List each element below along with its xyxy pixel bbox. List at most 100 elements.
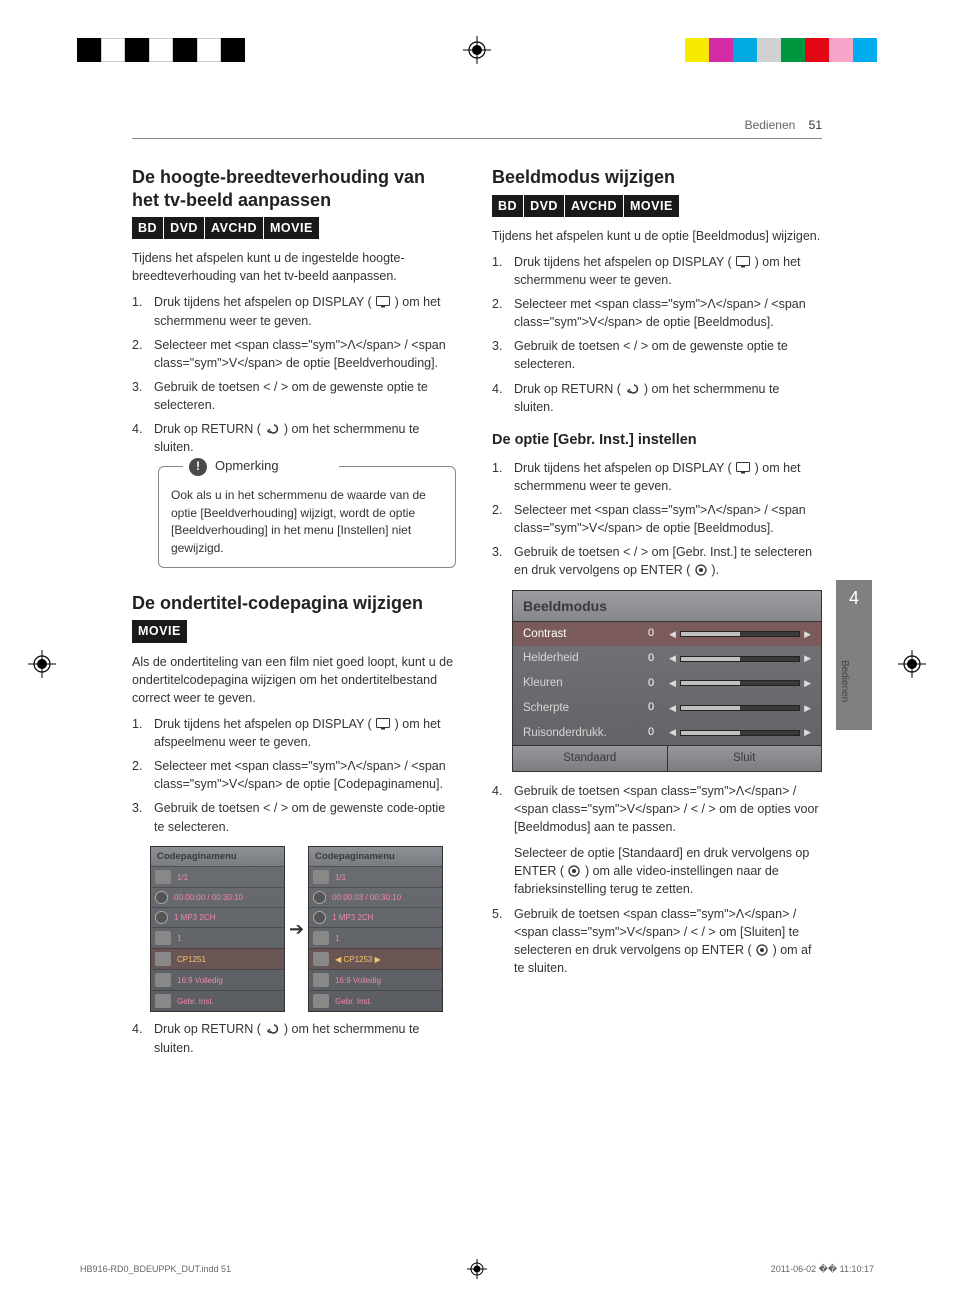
step-item: Druk op RETURN ( ) om het schermmenu te …: [132, 420, 456, 456]
step-item: Gebruik de toetsen < / > om de gewenste …: [492, 337, 822, 373]
step-item: Druk tijdens het afspelen op DISPLAY ( )…: [492, 459, 822, 495]
right-steps-1: Druk tijdens het afspelen op DISPLAY ( )…: [492, 253, 822, 416]
cp-row: 1/1: [309, 866, 442, 887]
format-badge: AVCHD: [205, 217, 263, 239]
cp-row: Gebr. Inst.: [309, 990, 442, 1011]
right-step-4-text: Gebruik de toetsen <span class="sym">Λ</…: [514, 784, 819, 834]
header-section: Bedienen: [745, 118, 796, 132]
step-item: Druk tijdens het afspelen op DISPLAY ( )…: [492, 253, 822, 289]
right-steps-3: Gebruik de toetsen <span class="sym">Λ</…: [492, 782, 822, 977]
cp-row: 1 MP3 2CH: [309, 907, 442, 927]
badges-right-1: BDDVDAVCHDMOVIE: [492, 195, 822, 217]
cp-row: 1 MP3 2CH: [151, 907, 284, 927]
left-steps-1: Druk tijdens het afspelen op DISPLAY ( )…: [132, 293, 456, 456]
side-tab-label: Bedienen: [839, 660, 850, 702]
slider-bar: [680, 730, 800, 736]
beeldmodus-panel: Beeldmodus Contrast 0 ◀ ▶ Helderheid 0 ◀…: [512, 590, 822, 772]
registration-mark-top: [463, 36, 491, 64]
cp-row: 00:00:03 / 00:30:10: [309, 887, 442, 907]
cp-row: 16:9 Volledig: [309, 969, 442, 990]
bp-row: Scherpte 0 ◀ ▶: [513, 696, 821, 721]
step-item: Selecteer met <span class="sym">Λ</span>…: [132, 336, 456, 372]
footer-file: HB916-RD0_BDEUPPK_DUT.indd 51: [80, 1264, 231, 1275]
codepage-panel-b: Codepaginamenu 1/100:00:03 / 00:30:101 M…: [308, 846, 443, 1013]
bp-value: 0: [641, 651, 661, 667]
bp-footer-button: Sluit: [668, 746, 822, 771]
arrow-icon: ➔: [289, 916, 304, 942]
note-body: Ook als u in het schermmenu de waarde va…: [171, 487, 443, 557]
left-column: De hoogte-breedteverhouding van het tv-b…: [132, 166, 456, 1067]
left-step-4: Druk op RETURN ( ) om het schermmenu te …: [132, 1020, 456, 1056]
right-arrow-icon: ▶: [804, 652, 811, 665]
cp-title-a: Codepaginamenu: [151, 847, 284, 867]
left-arrow-icon: ◀: [669, 677, 676, 690]
step-item: Selecteer met <span class="sym">Λ</span>…: [132, 757, 456, 793]
right-steps-2: Druk tijdens het afspelen op DISPLAY ( )…: [492, 459, 822, 580]
cp-rows-a: 1/100:00:00 / 00:30:101 MP3 2CH1CP125116…: [151, 866, 284, 1011]
badges-left-1: BDDVDAVCHDMOVIE: [132, 217, 456, 239]
cp-row: 1: [151, 927, 284, 948]
bp-row: Ruisonderdrukk. 0 ◀ ▶: [513, 721, 821, 746]
right-arrow-icon: ▶: [804, 677, 811, 690]
badges-left-2: MOVIE: [132, 620, 456, 642]
step-item: Gebruik de toetsen < / > om de gewenste …: [132, 799, 456, 835]
codepage-screenshots: Codepaginamenu 1/100:00:00 / 00:30:101 M…: [150, 846, 456, 1013]
bp-rows: Contrast 0 ◀ ▶ Helderheid 0 ◀ ▶ Kleuren …: [513, 622, 821, 745]
step-item: Selecteer met <span class="sym">Λ</span>…: [492, 501, 822, 537]
note-title-text: Opmerking: [215, 457, 279, 476]
registration-mark-right: [898, 650, 926, 678]
bp-label: Helderheid: [523, 650, 633, 667]
bp-label: Contrast: [523, 626, 633, 643]
slider-bar: [680, 680, 800, 686]
right-mid-para: Selecteer de optie [Standaard] en druk v…: [514, 844, 822, 898]
bp-row: Contrast 0 ◀ ▶: [513, 622, 821, 647]
registration-mark-left: [28, 650, 56, 678]
right-subheading: De optie [Gebr. Inst.] instellen: [492, 430, 822, 451]
cp-row: ◀ CP1253 ▶: [309, 948, 442, 969]
bp-value: 0: [641, 626, 661, 642]
right-column: Beeldmodus wijzigen BDDVDAVCHDMOVIE Tijd…: [492, 166, 822, 1067]
header-rule: [132, 138, 822, 139]
left-intro-1: Tijdens het afspelen kunt u de ingesteld…: [132, 249, 456, 285]
note-title: ! Opmerking: [183, 457, 339, 476]
right-step-4: Gebruik de toetsen <span class="sym">Λ</…: [492, 782, 822, 899]
step-item: Gebruik de toetsen < / > om de gewenste …: [132, 378, 456, 414]
page-header: Bedienen 51: [745, 118, 822, 132]
format-badge: DVD: [524, 195, 564, 217]
right-step-5: Gebruik de toetsen <span class="sym">Λ</…: [492, 905, 822, 978]
cp-row: 16:9 Volledig: [151, 969, 284, 990]
content-area: De hoogte-breedteverhouding van het tv-b…: [132, 166, 822, 1067]
bp-label: Kleuren: [523, 675, 633, 692]
bp-value: 0: [641, 725, 661, 741]
left-steps-2: Druk tijdens het afspelen op DISPLAY ( )…: [132, 715, 456, 836]
side-tab-number: 4: [836, 588, 872, 609]
bp-slider: ◀ ▶: [669, 628, 811, 641]
left-heading-2: De ondertitel-codepagina wijzigen: [132, 592, 456, 615]
note-box: ! Opmerking Ook als u in het schermmenu …: [158, 466, 456, 568]
header-page-number: 51: [809, 118, 822, 132]
cp-title-b: Codepaginamenu: [309, 847, 442, 867]
bp-title: Beeldmodus: [513, 591, 821, 622]
footer-time: 2011-06-02 �� 11:10:17: [771, 1264, 874, 1275]
codepage-panel-a: Codepaginamenu 1/100:00:00 / 00:30:101 M…: [150, 846, 285, 1013]
right-heading-1: Beeldmodus wijzigen: [492, 166, 822, 189]
note-icon: !: [189, 458, 207, 476]
bp-footer-button: Standaard: [513, 746, 668, 771]
format-badge: MOVIE: [132, 620, 187, 642]
bp-label: Scherpte: [523, 700, 633, 717]
right-intro-1: Tijdens het afspelen kunt u de optie [Be…: [492, 227, 822, 245]
print-color-bar-right: [685, 38, 877, 62]
bp-label: Ruisonderdrukk.: [523, 725, 633, 742]
format-badge: MOVIE: [624, 195, 679, 217]
side-tab: 4: [836, 580, 872, 730]
right-arrow-icon: ▶: [804, 702, 811, 715]
cp-row: 1/1: [151, 866, 284, 887]
right-arrow-icon: ▶: [804, 726, 811, 739]
cp-row: 1: [309, 927, 442, 948]
step-item: Druk op RETURN ( ) om het schermmenu te …: [492, 380, 822, 416]
format-badge: BD: [132, 217, 163, 239]
bp-row: Helderheid 0 ◀ ▶: [513, 646, 821, 671]
step-item: Druk tijdens het afspelen op DISPLAY ( )…: [132, 715, 456, 751]
slider-bar: [680, 705, 800, 711]
step-item: Druk tijdens het afspelen op DISPLAY ( )…: [132, 293, 456, 329]
